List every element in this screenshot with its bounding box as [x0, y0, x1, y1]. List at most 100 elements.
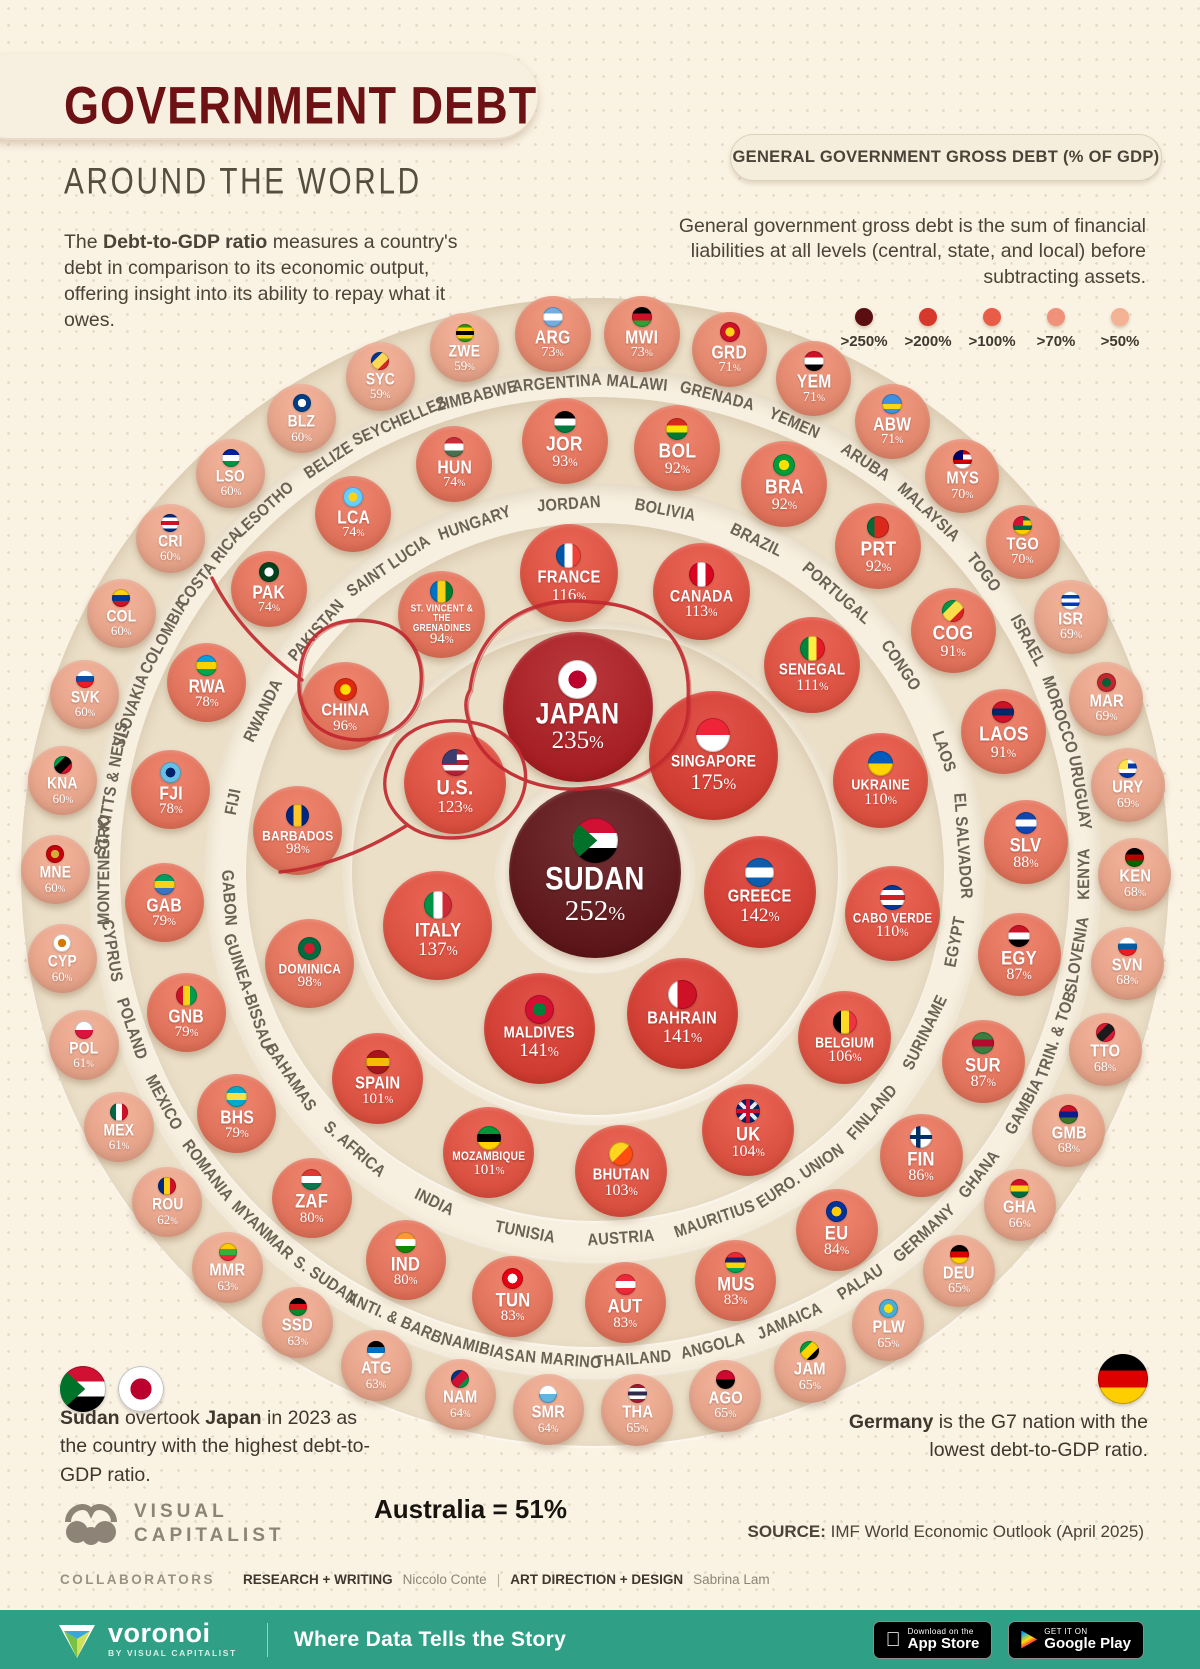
country-bubble-tunisia: TUN 83%: [472, 1255, 554, 1337]
flag-icon: [53, 756, 72, 775]
country-bubble-gabon: GAB 79%: [124, 862, 204, 942]
country-bubble-china: CHINA 96%: [301, 662, 390, 751]
flag-icon: [553, 410, 576, 433]
country-name: RWA: [188, 675, 226, 697]
country-value: 63%: [365, 1375, 387, 1391]
country-value: 98%: [297, 974, 322, 991]
country-bubble-spain: SPAIN 101%: [332, 1033, 424, 1125]
country-bubble-italy: ITALY 137%: [383, 871, 493, 981]
color-legend: >250% >200% >100% >70% >50%: [836, 308, 1148, 350]
country-bubble-india: IND 80%: [365, 1220, 446, 1301]
country-bubble-maldives: MALDIVES 141%: [483, 972, 595, 1084]
flag-icon: [153, 874, 175, 896]
page-title: GOVERNMENT DEBT: [64, 75, 538, 135]
legend-label: >100%: [968, 333, 1016, 350]
country-name: JOR: [546, 433, 584, 456]
country-name: EGY: [1001, 947, 1037, 969]
country-value: 93%: [552, 453, 578, 471]
country-name: TTO: [1089, 1042, 1120, 1062]
country-bubble-jamaica: JAM 65%: [773, 1331, 846, 1404]
voronoi-wordmark: voronoi: [108, 1618, 211, 1649]
country-bubble-ukraine: UKRAINE 110%: [833, 732, 929, 828]
country-name: MYS: [945, 469, 979, 488]
country-value: 83%: [723, 1292, 748, 1309]
country-value: 63%: [287, 1333, 309, 1349]
country-bubble-guinea-bissau: GNB 79%: [147, 973, 227, 1053]
country-name: MOZAMBIQUE: [452, 1150, 526, 1164]
flag-icon: [867, 515, 890, 538]
flag-icon: [46, 845, 64, 864]
flag-icon: [441, 749, 469, 776]
footer-tagline: Where Data Tells the Story: [293, 1627, 567, 1651]
country-name: SVN: [1111, 956, 1143, 975]
country-name: BAHRAIN: [647, 1008, 718, 1028]
country-value: 104%: [731, 1142, 765, 1160]
country-name: JAM: [793, 1360, 826, 1380]
footer-divider: [266, 1622, 268, 1657]
country-value: 60%: [44, 879, 66, 895]
country-name: KNA: [47, 774, 79, 794]
country-bubble-zimbabwe: ZWE 59%: [430, 313, 500, 383]
country-bubble-belize: BLZ 60%: [267, 384, 337, 454]
country-value: 70%: [951, 486, 974, 502]
note-flag-icon: [1098, 1354, 1148, 1404]
country-name: DEU: [943, 1264, 976, 1283]
country-bubble-cabo-verde: CABO VERDE 110%: [844, 865, 940, 961]
flag-icon: [826, 1201, 848, 1223]
country-value: 71%: [802, 389, 826, 405]
flag-icon: [539, 1384, 558, 1403]
country-bubble-malaysia: MYS 70%: [925, 439, 1000, 514]
country-value: 86%: [908, 1167, 934, 1185]
country-name: CHINA: [321, 700, 370, 720]
country-value: 110%: [875, 923, 909, 941]
visual-capitalist-wordmark: VISUAL CAPITALIST: [134, 1501, 285, 1546]
flag-icon: [942, 600, 965, 623]
country-name: ATG: [360, 1358, 392, 1378]
flag-icon: [878, 1299, 898, 1319]
country-name: SVK: [70, 688, 100, 707]
country-bubble-belgium: BELGIUM 106%: [798, 991, 892, 1085]
country-name: THA: [621, 1403, 653, 1422]
country-bubble-aruba: ABW 71%: [854, 383, 930, 459]
country-name: BOL: [658, 439, 697, 463]
flag-icon: [371, 352, 390, 371]
legend-bucket-200: >200%: [900, 308, 956, 350]
source-line: SOURCE: IMF World Economic Outlook (Apri…: [747, 1522, 1144, 1541]
country-name: YEM: [796, 371, 832, 393]
flag-icon: [745, 858, 775, 888]
country-name: ARG: [534, 326, 571, 348]
country-name: CRI: [157, 532, 183, 551]
flag-icon: [719, 322, 740, 343]
credit-separator: |: [496, 1572, 501, 1587]
country-bubble-togo: TGO 70%: [985, 505, 1060, 580]
flag-icon: [301, 1169, 323, 1191]
country-bubble-sudan: SUDAN 252%: [509, 786, 681, 958]
country-value: 78%: [194, 693, 219, 710]
country-bubble-grenada: GRD 71%: [692, 311, 768, 387]
country-value: 65%: [626, 1420, 649, 1436]
country-bubble-mexico: MEX 61%: [84, 1092, 155, 1163]
country-bubble-austria: AUT 83%: [584, 1262, 666, 1344]
country-value: 60%: [220, 483, 242, 499]
note-flag-icon: [60, 1366, 106, 1412]
legend-label: >250%: [840, 333, 888, 350]
country-name: DOMINICA: [278, 960, 341, 977]
country-name: TUN: [495, 1288, 530, 1311]
country-name: GREECE: [727, 887, 792, 906]
country-bubble-trin-tob: TTO 68%: [1068, 1012, 1142, 1086]
country-name: UKRAINE: [851, 776, 910, 793]
country-name: ROU: [151, 1195, 184, 1215]
metric-description: General government gross debt is the sum…: [678, 215, 1146, 288]
country-name: U.S.: [436, 776, 474, 800]
country-name: BRA: [765, 475, 804, 499]
google-play-badge[interactable]: GET IT ON Google Play: [1008, 1620, 1144, 1659]
country-name: FIN: [907, 1148, 935, 1170]
google-play-icon: [1021, 1630, 1038, 1649]
country-bubble-montenegro: MNE 60%: [20, 835, 90, 905]
country-bubble-bhutan: BHUTAN 103%: [575, 1124, 668, 1217]
country-name: JAPAN: [535, 697, 620, 730]
legend-dot-icon: [919, 308, 937, 326]
country-bubble-singapore: SINGAPORE 175%: [648, 691, 778, 820]
country-name: ZWE: [448, 341, 481, 361]
